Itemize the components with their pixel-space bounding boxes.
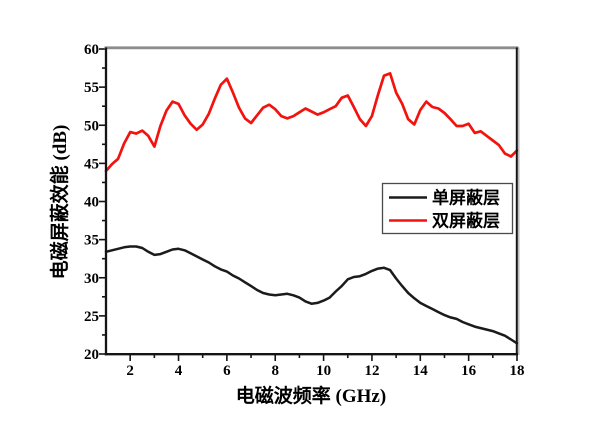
x-tick-label: 12 [364,363,379,379]
y-tick-label: 60 [84,42,99,58]
x-tick-label: 14 [413,363,429,379]
axis-tick-labels: 2 4 6 8 10 12 14 16 18 20 25 30 35 40 45 50 55 60 [84,42,525,379]
legend: 单屏蔽层 双屏蔽层 [381,182,514,235]
x-tick-label: 2 [126,363,134,379]
series-line-double-shield [104,72,519,173]
y-tick-label: 45 [84,156,99,172]
y-tick-label: 20 [84,347,99,363]
legend-box [381,182,514,235]
series-line-single-shield [104,245,519,345]
y-tick-label: 55 [84,80,99,96]
x-tick-label: 8 [271,363,279,379]
legend-label-single-shield: 单屏蔽层 [432,188,500,208]
y-tick-label: 50 [84,118,99,134]
x-tick-label: 16 [461,363,477,379]
y-tick-label: 40 [84,195,99,211]
y-axis-title: 电磁屏蔽效能 (dB) [48,125,71,280]
y-tick-label: 30 [84,271,99,287]
y-tick-label: 35 [84,233,99,249]
y-tick-label: 25 [84,309,99,325]
x-tick-label: 10 [316,363,331,379]
x-tick-label: 18 [510,363,525,379]
legend-label-double-shield: 双屏蔽层 [432,211,500,231]
x-tick-label: 6 [223,363,231,379]
x-axis-title: 电磁波频率 (GHz) [236,384,386,407]
x-tick-label: 4 [175,363,183,379]
